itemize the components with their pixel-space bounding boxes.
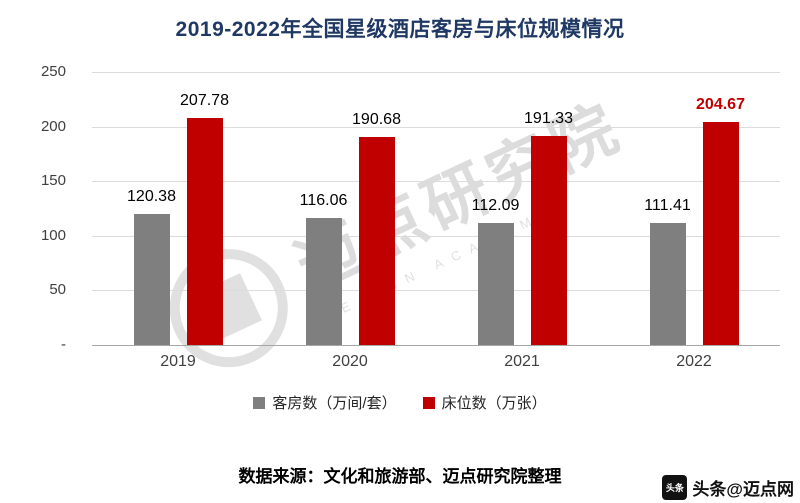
bar-value-label: 207.78 bbox=[180, 92, 229, 110]
toutiao-badge: 头条 头条@迈点网 bbox=[662, 475, 794, 500]
legend-item-0: 客房数（万间/套） bbox=[253, 392, 397, 413]
y-tick-label: 100 bbox=[40, 226, 66, 244]
bar-group-2019: 120.38 207.78 bbox=[92, 72, 264, 345]
bar-value-label: 191.33 bbox=[524, 110, 573, 128]
bar-2020-series1: 190.68 bbox=[352, 111, 401, 345]
legend-label: 客房数（万间/套） bbox=[272, 395, 397, 412]
gridline bbox=[92, 290, 780, 292]
gridline bbox=[92, 126, 780, 128]
bar-2021-series1: 191.33 bbox=[524, 110, 573, 345]
gridline bbox=[92, 181, 780, 183]
bar-2019-series0: 120.38 bbox=[127, 188, 176, 345]
bar-groups: 120.38 207.78 116.06 190.68 112.09 191.33 111.… bbox=[92, 72, 780, 345]
legend-swatch bbox=[253, 396, 266, 409]
bar-2022-series1: 204.67 bbox=[696, 96, 745, 345]
gridlines bbox=[92, 72, 780, 345]
chart-title: 2019-2022年全国星级酒店客房与床位规模情况 bbox=[175, 18, 625, 41]
bar-value-label: 204.67 bbox=[696, 95, 745, 113]
bar-value-label: 116.06 bbox=[299, 192, 348, 210]
bar-group-2022: 111.41 204.67 bbox=[608, 72, 780, 345]
bar-group-2021: 112.09 191.33 bbox=[436, 72, 608, 345]
toutiao-handle: 头条@迈点网 bbox=[692, 480, 794, 499]
gridline bbox=[92, 235, 780, 237]
y-tick-label: 50 bbox=[49, 281, 66, 299]
bar-2019-series1: 207.78 bbox=[180, 92, 229, 345]
bar-value-label: 190.68 bbox=[352, 110, 401, 128]
y-tick-label: - bbox=[61, 336, 66, 353]
source-note: 数据来源：文化和旅游部、迈点研究院整理 bbox=[238, 467, 562, 486]
legend-swatch bbox=[422, 396, 435, 409]
y-tick-label: 250 bbox=[40, 63, 66, 80]
x-tick-label-2022: 2022 bbox=[676, 353, 712, 370]
bar-2021-series0: 112.09 bbox=[472, 197, 519, 345]
bar-value-label: 112.09 bbox=[471, 196, 520, 214]
y-axis: 250 200 150 100 50 - bbox=[14, 0, 66, 503]
bar-group-2020: 116.06 190.68 bbox=[264, 72, 436, 345]
legend: 客房数（万间/套） 床位数（万张） bbox=[0, 392, 800, 413]
gridline bbox=[92, 72, 780, 73]
bar-value-label: 120.38 bbox=[127, 187, 176, 205]
y-tick-label: 200 bbox=[40, 117, 66, 135]
y-tick-label: 150 bbox=[40, 172, 66, 190]
x-tick-label-2020: 2020 bbox=[332, 353, 368, 370]
legend-item-1: 床位数（万张） bbox=[422, 392, 547, 413]
bar-2020-series0: 116.06 bbox=[300, 192, 347, 345]
x-tick-label-2019: 2019 bbox=[160, 353, 196, 370]
bar-2022-series0: 111.41 bbox=[644, 197, 691, 345]
legend-label: 床位数（万张） bbox=[441, 395, 547, 412]
x-tick-label-2021: 2021 bbox=[504, 353, 540, 370]
plot-area: 120.38 207.78 116.06 190.68 112.09 191.33 111.… bbox=[92, 72, 780, 346]
toutiao-logo-icon: 头条 bbox=[662, 475, 688, 500]
bar-value-label: 111.41 bbox=[644, 197, 691, 215]
x-axis-labels: 2019 2020 2021 2022 bbox=[92, 353, 780, 371]
